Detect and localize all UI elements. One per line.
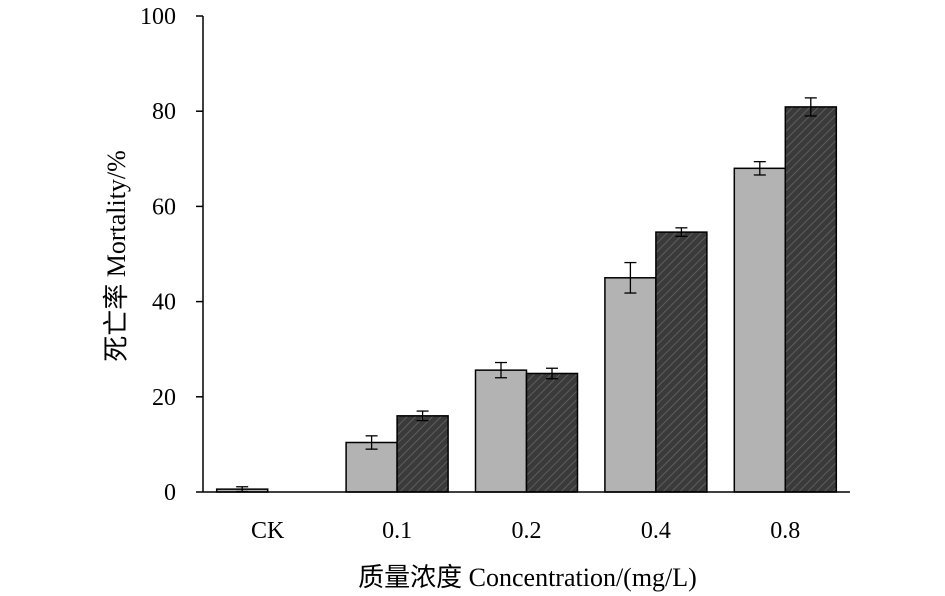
y-tick-label: 0 bbox=[164, 480, 176, 506]
x-ticks: CK 0.1 0.2 0.4 0.8 bbox=[251, 518, 800, 544]
y-tick-label: 80 bbox=[152, 99, 176, 125]
bar-series-1-0.2 bbox=[474, 369, 528, 493]
bar-series-2-0.2 bbox=[525, 372, 579, 493]
y-tick-label: 60 bbox=[152, 194, 176, 220]
bar-series-2-0.1 bbox=[396, 415, 449, 493]
bar-series-1-0.4 bbox=[604, 277, 657, 493]
x-tick-label: 0.8 bbox=[770, 518, 800, 544]
y-ticks: 0 20 40 60 80 100 bbox=[140, 4, 203, 506]
x-tick-label: 0.1 bbox=[382, 518, 412, 544]
bar-series-2-0.4 bbox=[655, 231, 708, 493]
bar-series-2-0.8 bbox=[784, 106, 838, 493]
y-tick-label: 40 bbox=[152, 290, 176, 316]
x-tick-label: 0.2 bbox=[512, 518, 542, 544]
x-tick-label: CK bbox=[251, 518, 285, 544]
bars-layer bbox=[215, 106, 838, 493]
y-tick-label: 100 bbox=[140, 4, 176, 30]
x-axis-title: 质量浓度 Concentration/(mg/L) bbox=[358, 563, 697, 592]
y-tick-label: 20 bbox=[152, 385, 176, 411]
y-axis-title: 死亡率 Mortality/% bbox=[102, 150, 131, 362]
bar-series-1-0.8 bbox=[733, 167, 787, 493]
error-bars-layer bbox=[236, 97, 817, 493]
x-tick-label: 0.4 bbox=[641, 518, 671, 544]
bar-series-1-0.1 bbox=[345, 441, 398, 493]
